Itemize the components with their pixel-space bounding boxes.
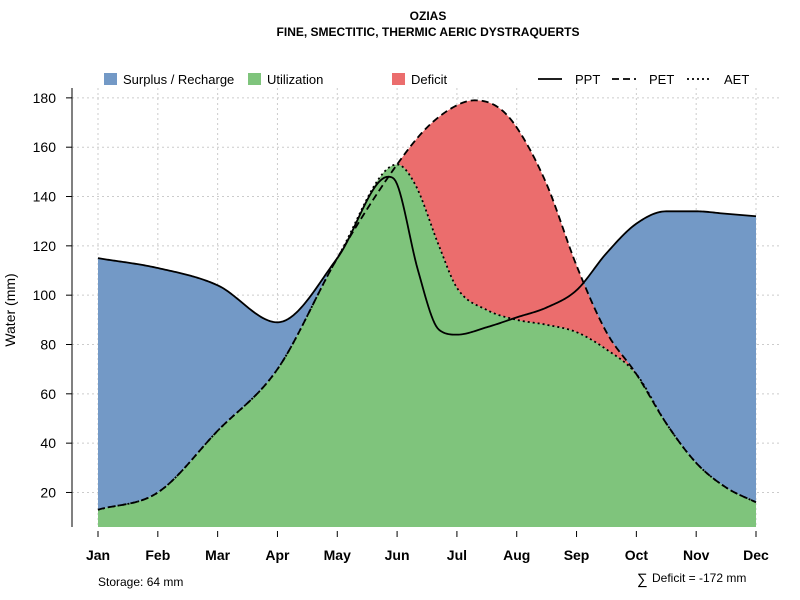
legend-label: PET xyxy=(649,72,674,87)
x-tick-label: Nov xyxy=(683,547,710,563)
y-tick-label: 80 xyxy=(40,336,56,352)
x-tick-label: Sep xyxy=(564,547,590,563)
x-tick-label: Oct xyxy=(625,547,649,563)
y-tick-label: 120 xyxy=(33,238,57,254)
legend-swatch-utilization xyxy=(248,73,261,85)
series-lines xyxy=(97,99,757,511)
x-tick-label: Mar xyxy=(205,547,230,563)
utilization-area xyxy=(98,164,756,527)
deficit-sum-symbol: ∑ xyxy=(637,571,648,588)
legend-label: Utilization xyxy=(267,72,323,87)
x-tick-label: Jul xyxy=(447,547,467,563)
axes: 20 40 60 80 100 120 140 160 180 Jan Feb Mar Apr May Ju… xyxy=(33,88,769,563)
legend-label: AET xyxy=(724,72,749,87)
surplus-area xyxy=(98,100,756,510)
chart-subtitle: FINE, SMECTITIC, THERMIC AERIC DYSTRAQUE… xyxy=(277,25,580,39)
series-line-ppt xyxy=(97,175,757,336)
x-tick-label: Jan xyxy=(86,547,110,563)
y-tick-label: 100 xyxy=(33,287,57,303)
area-fills xyxy=(98,100,756,527)
x-tick-label: Jun xyxy=(385,547,410,563)
y-tick-label: 140 xyxy=(33,189,57,205)
chart-legend: Surplus / Recharge Utilization Deficit PPT P… xyxy=(104,72,749,87)
y-tick-label: 160 xyxy=(33,139,57,155)
chart-title: OZIAS xyxy=(410,9,447,23)
legend-label: Deficit xyxy=(411,72,448,87)
x-tick-label: Apr xyxy=(265,547,290,563)
legend-label: PPT xyxy=(575,72,600,87)
x-tick-label: Feb xyxy=(145,547,170,563)
x-tick-label: May xyxy=(324,547,351,563)
legend-swatch-deficit xyxy=(392,73,405,85)
x-tick-label: Aug xyxy=(503,547,530,563)
x-tick-label: Dec xyxy=(743,547,769,563)
y-axis-label: Water (mm) xyxy=(2,273,18,346)
deficit-area xyxy=(98,100,756,510)
y-tick-label: 60 xyxy=(40,386,56,402)
storage-note: Storage: 64 mm xyxy=(98,575,183,589)
series-line-pet xyxy=(97,99,757,511)
series-line-aet xyxy=(97,163,757,511)
legend-label: Surplus / Recharge xyxy=(123,72,234,87)
legend-swatch-surplus-recharge xyxy=(104,73,117,85)
y-tick-label: 20 xyxy=(40,484,56,500)
y-tick-label: 40 xyxy=(40,435,56,451)
y-tick-label: 180 xyxy=(33,90,57,106)
deficit-note: Deficit = -172 mm xyxy=(652,571,746,585)
